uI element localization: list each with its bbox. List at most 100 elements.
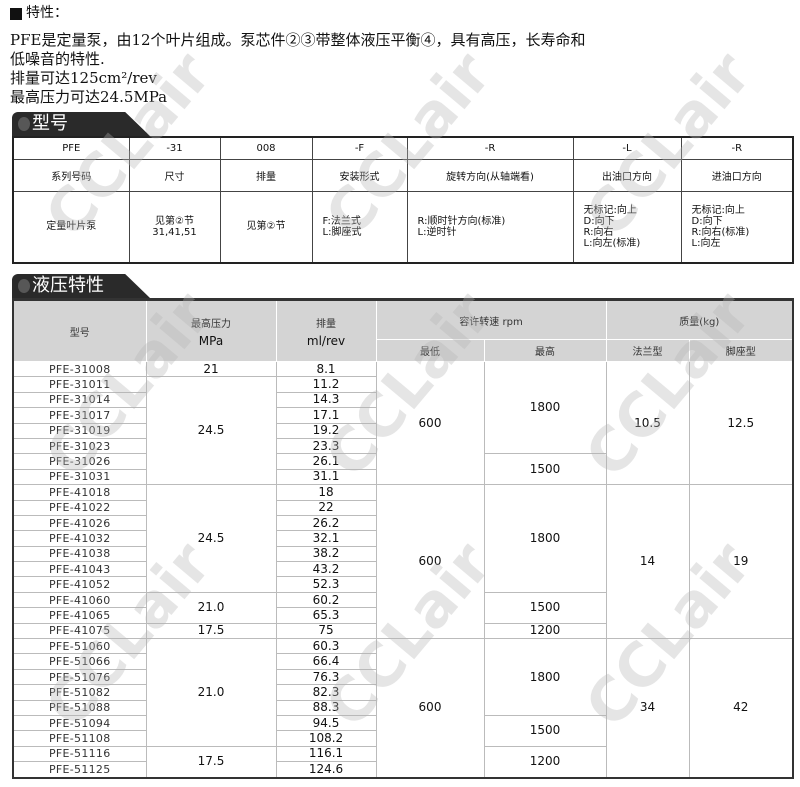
header-pressure-unit: MPa [198, 333, 224, 348]
displacement-cell: 66.4 [275, 653, 377, 670]
table-row: PFE-31026 26.1 1500 [12, 453, 793, 486]
displacement-cell: 108.2 [275, 730, 377, 747]
displacement-cell: 23.3 [275, 437, 377, 455]
max-pressure-cell: 17.5 [145, 745, 277, 779]
table-row: PFE-51066 66.4 [12, 653, 793, 670]
model-cell: PFE-41032 [12, 530, 147, 547]
table-row: PFE-51094 94.5 1500 [12, 714, 793, 747]
table-row: PFE-51060 21.0 60.3 600 1800 34 42 [12, 638, 794, 779]
model-section-title: 型号 [12, 112, 150, 136]
header-mass-flange: 法兰型 [605, 339, 690, 362]
intro-line: 低噪音的特性. [10, 50, 105, 68]
max-pressure-cell: 21.0 [145, 591, 277, 624]
mass-flange-cell: 10.5 [605, 360, 690, 486]
model-code: 008 [219, 136, 313, 160]
table-row: PFE-41022 22 [12, 499, 793, 516]
min-speed-cell: 600 [375, 484, 485, 640]
model-code-description: 定量叶片泵 [12, 190, 130, 264]
displacement-cell: 94.5 [275, 714, 377, 732]
mass-foot-cell: 19 [688, 484, 794, 640]
model-code: -R [680, 136, 794, 160]
displacement-cell: 82.3 [275, 684, 377, 701]
min-speed-cell: 600 [375, 360, 485, 486]
model-code-label: 安装形式 [311, 158, 408, 192]
model-cell: PFE-51076 [12, 668, 147, 686]
max-pressure-cell: 24.5 [145, 376, 277, 486]
intro-line: 排量可达125cm²/rev [10, 69, 157, 87]
max-speed-cell: 1800 [483, 638, 607, 716]
model-cell: PFE-41052 [12, 576, 147, 593]
displacement-cell: 17.1 [275, 407, 377, 424]
model-cell: PFE-31019 [12, 422, 147, 439]
displacement-cell: 76.3 [275, 668, 377, 686]
model-cell: PFE-31008 [12, 360, 147, 378]
displacement-cell: 26.2 [275, 514, 377, 532]
table-row: PFE-31014 14.3 [12, 391, 793, 409]
table-row: PFE-31019 19.2 [12, 422, 793, 439]
max-speed-cell: 1200 [483, 622, 607, 640]
intro: 特性： PFE是定量泵，由12个叶片组成。泵芯件②③带整体液压平衡④，具有高压，… [10, 4, 586, 107]
displacement-cell: 26.1 [275, 453, 377, 470]
displacement-cell: 116.1 [275, 745, 377, 763]
model-code-description: 见第②节 31,41,51 [128, 190, 221, 264]
intro-line: 最高压力可达24.5MPa [10, 88, 168, 106]
table-row: PFE-31017 17.1 [12, 407, 793, 424]
model-cell: PFE-41065 [12, 607, 147, 624]
header-mass: 质量(kg) [605, 299, 794, 340]
max-speed-cell: 1500 [483, 453, 607, 486]
max-pressure-cell: 21 [145, 360, 277, 378]
header-model: 型号 [12, 299, 147, 362]
table-row: PFE-41018 24.5 18 600 1800 14 19 [12, 484, 794, 640]
mass-foot-cell: 12.5 [688, 360, 794, 486]
hydraulic-characteristics-table: 型号 最高压力 MPa 排量 ml/rev 容许转速 rpm 质量(kg) 最低 最… [12, 298, 795, 779]
model-code: PFE [12, 136, 130, 160]
mass-flange-cell: 34 [605, 638, 690, 779]
displacement-cell: 60.3 [275, 638, 377, 655]
model-code-label: 系列号码 [12, 158, 130, 192]
model-cell: PFE-41060 [12, 591, 147, 609]
max-speed-cell: 1800 [483, 360, 607, 455]
displacement-cell: 65.3 [275, 607, 377, 624]
table-row: PFE-31031 31.1 [12, 468, 793, 486]
header-speed: 容许转速 rpm [375, 299, 607, 340]
model-cell: PFE-51088 [12, 699, 147, 716]
model-code-label: 尺寸 [128, 158, 221, 192]
model-code-description: 无标记:向上 D:向下 R:向右 L:向左(标准) [572, 190, 682, 264]
model-code: -L [572, 136, 682, 160]
displacement-cell: 52.3 [275, 576, 377, 593]
model-cell: PFE-41038 [12, 545, 147, 563]
header-displacement-unit: ml/rev [306, 333, 346, 348]
displacement-cell: 60.2 [275, 591, 377, 609]
displacement-cell: 31.1 [275, 468, 377, 486]
table-row: PFE-51125 124.6 [12, 761, 793, 779]
mass-foot-cell: 42 [688, 638, 794, 779]
displacement-cell: 88.3 [275, 699, 377, 716]
displacement-cell: 14.3 [275, 391, 377, 409]
table-row: PFE-41065 65.3 [12, 607, 793, 624]
model-cell: PFE-51125 [12, 761, 147, 779]
table-row: PFE-41038 38.2 [12, 545, 793, 563]
max-pressure-cell: 21.0 [145, 638, 277, 747]
header-pressure-label: 最高压力 [191, 318, 231, 330]
displacement-cell: 18 [275, 484, 377, 501]
header-displacement-label: 排量 [316, 318, 336, 330]
table-row: PFE-31023 23.3 [12, 437, 793, 455]
table-row: PFE-41032 32.1 [12, 530, 793, 547]
max-speed-cell: 1800 [483, 484, 607, 593]
model-code-label: 旋转方向(从轴端看) [406, 158, 574, 192]
model-code: -31 [128, 136, 221, 160]
model-cell: PFE-41018 [12, 484, 147, 501]
table-row: PFE-41052 52.3 [12, 576, 793, 593]
table-row: PFE-41060 21.0 60.2 1500 [12, 591, 793, 624]
max-speed-cell: 1500 [483, 591, 607, 624]
max-pressure-cell: 17.5 [145, 622, 277, 640]
intro-line: PFE是定量泵，由12个叶片组成。泵芯件②③带整体液压平衡④，具有高压，长寿命和 [10, 31, 586, 49]
model-cell: PFE-41022 [12, 499, 147, 516]
model-cell: PFE-31026 [12, 453, 147, 470]
mass-flange-cell: 14 [605, 484, 690, 640]
model-code-table: PFE -31 008 -F -R -L -R 系列号码 尺寸 排量 安装形式 旋转方向(从轴端看)… [12, 136, 794, 264]
model-code: -R [406, 136, 574, 160]
header-speed-max: 最高 [483, 339, 607, 362]
bullet-square-icon [10, 7, 22, 20]
table-row: PFE-51116 17.5 116.1 1200 [12, 745, 793, 779]
